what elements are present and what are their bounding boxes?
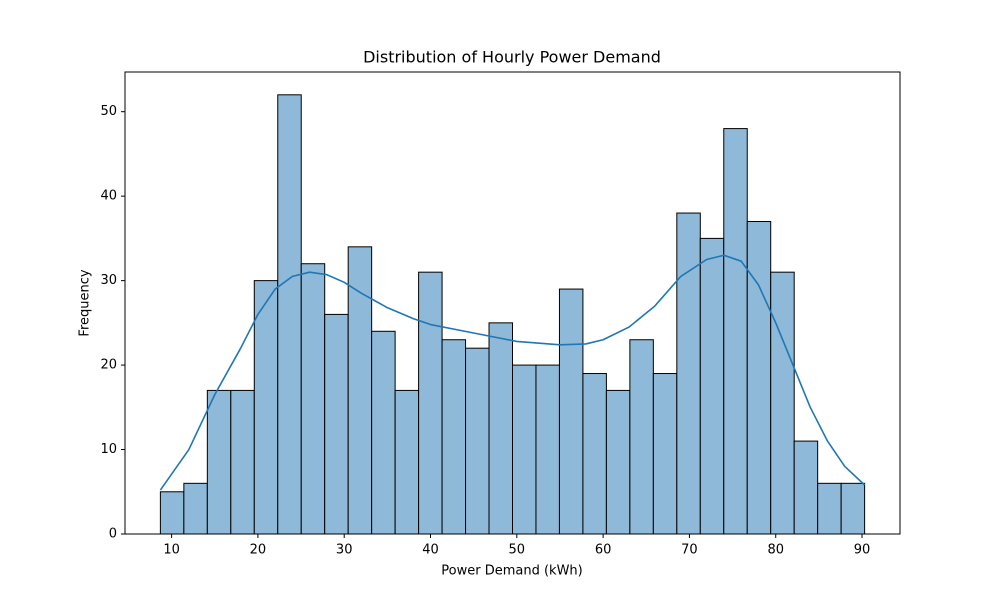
bar [465,347,490,535]
bar [441,339,467,535]
bar [582,373,607,535]
bar [159,491,185,535]
bar [817,482,842,535]
bar [793,440,819,535]
bar [277,94,302,535]
y-axis-label: Frequency [78,269,93,336]
x-tick-label: 10 [163,543,180,558]
x-tick-label: 70 [681,543,698,558]
x-tick-label: 20 [250,543,267,558]
bar [605,389,631,535]
x-tick-label: 80 [767,543,784,558]
kde-line [159,254,866,491]
bar [840,482,866,535]
y-tick-label: 50 [100,104,117,119]
x-tick-label: 30 [336,543,353,558]
bar [206,389,232,535]
x-axis-label: Power Demand (kWh) [441,564,582,579]
bar [230,389,255,535]
bar [300,263,326,535]
bar [394,389,420,535]
bar [629,339,654,535]
bar [535,364,560,535]
bar [488,322,513,535]
bar [676,212,701,535]
y-tick-label: 30 [100,273,117,288]
bar [746,220,772,535]
bar [512,364,537,535]
bar [371,330,396,535]
bar [253,280,279,535]
bar [418,271,443,535]
y-tick-label: 0 [109,527,117,542]
bar [723,128,748,535]
bar [558,288,584,535]
chart-title: Distribution of Hourly Power Demand [363,48,661,67]
bar [699,237,725,535]
plot-frame [124,71,901,535]
x-tick-label: 50 [509,543,526,558]
y-tick-label: 10 [100,442,117,457]
x-tick-label: 60 [595,543,612,558]
y-tick-label: 40 [100,189,117,204]
x-tick-label: 90 [854,543,871,558]
bar [652,373,678,535]
bar [347,246,373,535]
x-tick-label: 40 [422,543,439,558]
bar [183,482,208,535]
y-tick-label: 20 [100,358,117,373]
bar [324,313,349,535]
bar [770,271,795,535]
